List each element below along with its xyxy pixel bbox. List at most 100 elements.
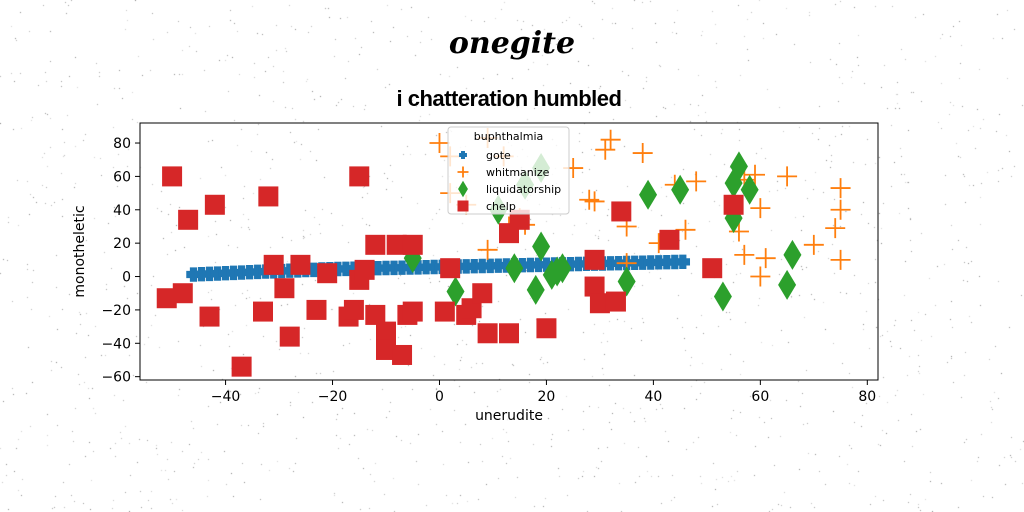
data-point-liquidatorship: [740, 174, 759, 205]
data-point-chelp: [274, 278, 295, 299]
data-point-whitmanize: [745, 164, 765, 185]
x-tick-label: 60: [751, 389, 769, 405]
data-point-whitmanize: [728, 221, 749, 242]
data-point-liquidatorship: [671, 174, 690, 205]
legend-label-liquidatorship: liquidatorship: [486, 183, 561, 196]
data-point-chelp: [611, 201, 632, 222]
data-point-liquidatorship: [729, 151, 748, 182]
data-point-whitmanize: [579, 189, 600, 210]
y-tick-label: 40: [113, 203, 131, 219]
data-point-chelp: [306, 299, 327, 320]
data-point-chelp: [386, 234, 407, 255]
legend: buphthalmia gote whitmanize liquidatorship…: [447, 126, 570, 215]
data-point-gote: [378, 260, 394, 276]
data-point-chelp: [536, 318, 557, 339]
data-point-chelp: [258, 186, 279, 207]
y-tick-label: 0: [122, 270, 131, 286]
data-point-whitmanize: [734, 244, 755, 265]
data-point-liquidatorship: [505, 253, 524, 284]
series-gote: [186, 254, 691, 282]
data-point-liquidatorship: [446, 276, 465, 307]
data-point-chelp: [723, 194, 744, 215]
data-point-liquidatorship: [532, 231, 551, 262]
legend-marker-whitmanize: [457, 166, 469, 178]
data-point-whitmanize: [830, 249, 851, 270]
data-point-chelp: [156, 288, 177, 309]
data-point-whitmanize: [595, 139, 616, 160]
data-point-chelp: [509, 209, 530, 230]
y-axis-label: monotheletic: [72, 205, 88, 297]
legend-box: [447, 126, 570, 215]
figure-suptitle: onegite: [448, 26, 576, 61]
data-point-chelp: [584, 249, 605, 270]
data-point-whitmanize: [777, 166, 798, 187]
x-tick-label: 0: [435, 389, 444, 405]
data-point-whitmanize: [675, 219, 696, 240]
legend-item-gote: gote: [459, 149, 511, 162]
legend-label-gote: gote: [486, 149, 511, 162]
x-axis-label: unerudite: [475, 408, 543, 424]
data-point-whitmanize: [803, 234, 824, 255]
data-point-chelp: [279, 326, 300, 347]
x-tick-label: −40: [211, 389, 241, 405]
data-point-chelp: [659, 229, 680, 250]
data-point-liquidatorship: [617, 266, 636, 297]
data-point-chelp: [461, 298, 482, 319]
legend-item-whitmanize: whitmanize: [457, 166, 550, 179]
legend-item-chelp: chelp: [457, 200, 516, 213]
data-point-chelp: [354, 259, 375, 280]
data-point-chelp: [499, 323, 519, 344]
data-point-gote: [418, 259, 434, 275]
data-point-chelp: [365, 234, 386, 255]
data-point-chelp: [376, 321, 396, 342]
data-point-chelp: [199, 306, 220, 327]
y-tick-label: −60: [101, 370, 131, 386]
data-point-chelp: [434, 301, 455, 322]
legend-marker-gote: [459, 151, 467, 159]
data-point-liquidatorship: [783, 239, 802, 270]
data-point-chelp: [402, 301, 423, 322]
data-point-liquidatorship: [526, 274, 545, 305]
data-point-whitmanize: [632, 143, 653, 164]
legend-item-liquidatorship: liquidatorship: [458, 180, 561, 198]
data-point-whitmanize: [750, 266, 771, 287]
data-point-whitmanize: [830, 178, 851, 199]
data-point-whitmanize: [755, 248, 776, 269]
legend-label-chelp: chelp: [486, 200, 516, 213]
y-tick-label: 20: [113, 236, 131, 252]
data-point-gote: [675, 254, 691, 270]
data-point-chelp: [584, 276, 605, 297]
chart-title: i chatteration humbled: [396, 86, 622, 111]
legend-marker-liquidatorship: [458, 180, 468, 198]
data-point-liquidatorship: [553, 253, 572, 284]
x-tick-label: 80: [858, 389, 876, 405]
legend-marker-chelp: [457, 200, 469, 212]
data-point-chelp: [253, 301, 273, 322]
data-point-chelp: [178, 209, 199, 230]
x-tick-label: 40: [644, 389, 662, 405]
data-point-chelp: [589, 293, 610, 314]
data-point-whitmanize: [825, 218, 846, 239]
legend-title: buphthalmia: [474, 130, 544, 143]
y-tick-label: 60: [113, 169, 131, 185]
data-point-chelp: [365, 304, 386, 325]
data-point-chelp: [172, 283, 193, 304]
data-point-liquidatorship: [713, 281, 732, 312]
data-point-whitmanize: [584, 191, 605, 212]
data-point-chelp: [477, 323, 498, 344]
data-point-whitmanize: [686, 171, 707, 192]
data-point-whitmanize: [477, 239, 498, 260]
data-point-whitmanize: [429, 133, 450, 154]
legend-items: gote whitmanize liquidatorship chelp: [457, 149, 561, 213]
data-point-chelp: [263, 254, 284, 275]
axes-frame: [139, 122, 879, 381]
data-point-chelp: [343, 299, 364, 320]
data-point-chelp: [317, 263, 338, 284]
data-point-chelp: [376, 339, 396, 360]
data-point-whitmanize: [830, 199, 851, 220]
x-tick-label: 20: [538, 389, 556, 405]
series-chelp: [156, 166, 744, 377]
data-point-chelp: [702, 258, 723, 279]
